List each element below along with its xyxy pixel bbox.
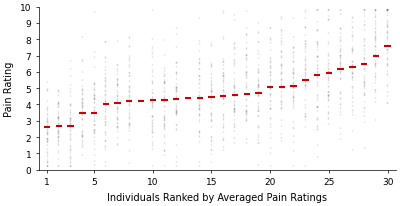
X-axis label: Individuals Ranked by Averaged Pain Ratings: Individuals Ranked by Averaged Pain Rati… [107,192,327,202]
Y-axis label: Pain Rating: Pain Rating [4,61,14,116]
